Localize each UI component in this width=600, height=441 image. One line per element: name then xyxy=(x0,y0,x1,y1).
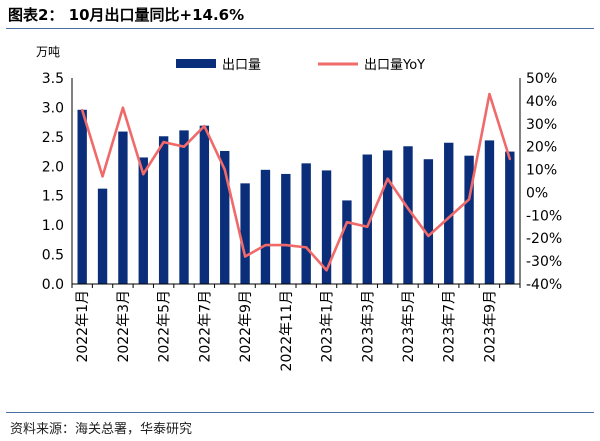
legend: 出口量 出口量YoY xyxy=(176,58,425,73)
bar-17 xyxy=(403,146,413,284)
yoy-point-7 xyxy=(203,124,206,128)
right-tick-label: 30% xyxy=(526,117,557,133)
bar-series xyxy=(77,109,515,284)
x-axis-ticks: 2022年1月 2022年3月 2022年5月 2022年7月 2022年9月 2022年… xyxy=(75,290,498,371)
axes xyxy=(71,78,521,288)
x-tick-label: 2022年9月 xyxy=(238,290,254,363)
left-tick-label: 3.5 xyxy=(42,71,64,87)
right-tick-label: 10% xyxy=(526,163,557,179)
right-axis-ticks: -40% -30% -20% -10% 0% 10% 20% 30% 40% 50% xyxy=(526,71,562,293)
bar-14 xyxy=(342,200,352,284)
bar-7 xyxy=(199,125,210,284)
left-axis-ticks: 0.0 0.5 1.0 1.5 2.0 2.5 3.0 3.5 xyxy=(42,71,64,293)
x-tick-label: 2023年1月 xyxy=(320,290,336,363)
bar-16 xyxy=(382,150,393,284)
left-tick-label: 1.0 xyxy=(42,218,64,234)
bar-9 xyxy=(240,183,250,284)
x-tick-label: 2023年5月 xyxy=(401,290,417,363)
x-tick-label: 2023年7月 xyxy=(442,290,458,363)
bar-4 xyxy=(138,157,148,284)
yoy-line xyxy=(80,92,512,272)
yoy-point-22 xyxy=(508,157,512,161)
bar-2 xyxy=(97,188,108,284)
yoy-point-15 xyxy=(366,225,369,228)
x-tick-label: 2023年3月 xyxy=(360,290,376,363)
bar-1 xyxy=(77,109,87,284)
right-tick-label: 0% xyxy=(526,185,548,201)
right-tick-label: -20% xyxy=(526,231,562,247)
bar-11 xyxy=(281,173,291,284)
right-tick-label: -40% xyxy=(526,277,562,293)
bar-19 xyxy=(444,142,454,284)
yoy-point-8 xyxy=(223,168,226,171)
left-tick-label: 1.5 xyxy=(42,189,64,205)
bar-6 xyxy=(179,130,189,284)
source-rule xyxy=(6,412,594,413)
bar-22 xyxy=(505,151,515,284)
source-note: 资料来源：海关总署，华泰研究 xyxy=(10,422,193,437)
x-tick-label: 2023年9月 xyxy=(482,290,498,363)
left-tick-label: 2.0 xyxy=(42,159,64,175)
yoy-point-14 xyxy=(345,221,349,224)
left-tick-label: 0.5 xyxy=(42,248,64,264)
yoy-point-17 xyxy=(406,207,410,210)
line-series xyxy=(80,92,512,272)
left-axis-unit: 万吨 xyxy=(36,45,61,59)
x-tick-label: 2022年11月 xyxy=(279,290,295,371)
bar-3 xyxy=(118,131,128,284)
bar-8 xyxy=(220,150,230,284)
yoy-point-2 xyxy=(101,175,104,178)
yoy-point-4 xyxy=(142,172,145,176)
yoy-point-12 xyxy=(304,246,308,249)
yoy-point-11 xyxy=(284,243,288,247)
bar-18 xyxy=(423,159,434,284)
yoy-point-19 xyxy=(447,216,450,219)
left-tick-label: 2.5 xyxy=(42,130,64,146)
x-tick-label: 2022年7月 xyxy=(197,290,213,363)
bar-15 xyxy=(362,154,372,284)
left-tick-label: 0.0 xyxy=(42,277,64,293)
right-tick-label: 40% xyxy=(526,94,557,110)
figure-title: 图表2： 10月出口量同比+14.6% xyxy=(8,6,245,24)
right-tick-label: -10% xyxy=(526,208,562,224)
right-tick-label: 50% xyxy=(526,71,557,87)
yoy-point-10 xyxy=(264,243,267,247)
bar-5 xyxy=(158,136,169,284)
bar-20 xyxy=(464,155,474,284)
yoy-point-9 xyxy=(243,255,247,258)
right-tick-label: 20% xyxy=(526,140,557,156)
yoy-point-6 xyxy=(182,145,186,148)
x-tick-label: 2022年5月 xyxy=(157,290,173,363)
yoy-point-13 xyxy=(325,269,328,272)
left-tick-label: 3.0 xyxy=(42,100,64,116)
yoy-point-20 xyxy=(467,198,471,201)
bar-12 xyxy=(301,163,311,284)
yoy-point-3 xyxy=(121,106,125,109)
yoy-point-5 xyxy=(162,140,165,144)
legend-bar-swatch xyxy=(176,59,216,68)
right-tick-label: -30% xyxy=(526,254,562,270)
legend-bar-label: 出口量 xyxy=(222,58,261,73)
bar-10 xyxy=(260,169,271,284)
yoy-point-16 xyxy=(386,177,389,180)
legend-line-label: 出口量YoY xyxy=(364,58,425,73)
yoy-point-1 xyxy=(80,108,84,112)
yoy-point-18 xyxy=(427,234,430,238)
yoy-point-21 xyxy=(488,92,491,96)
x-tick-label: 2022年1月 xyxy=(75,290,91,363)
bar-21 xyxy=(484,140,495,284)
title-rule xyxy=(6,28,594,29)
x-tick-label: 2022年3月 xyxy=(116,290,132,363)
bar-13 xyxy=(321,170,332,284)
